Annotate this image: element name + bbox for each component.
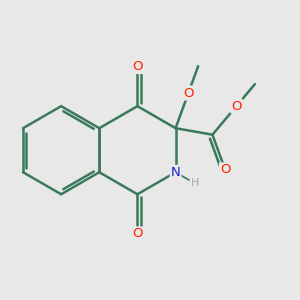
Text: H: H xyxy=(190,178,199,188)
Text: O: O xyxy=(132,227,143,240)
Text: O: O xyxy=(183,86,194,100)
Text: O: O xyxy=(231,100,242,112)
Text: N: N xyxy=(171,166,180,179)
Text: O: O xyxy=(220,164,230,176)
Text: O: O xyxy=(132,60,143,73)
